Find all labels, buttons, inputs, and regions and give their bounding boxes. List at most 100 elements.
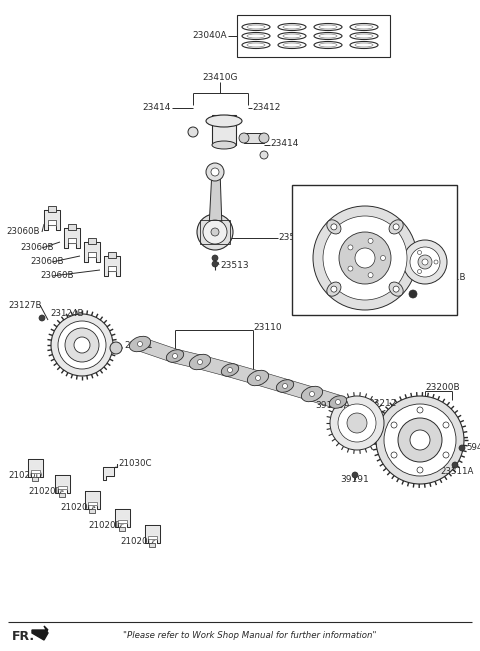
Ellipse shape: [301, 386, 323, 402]
Circle shape: [452, 462, 458, 468]
Ellipse shape: [242, 33, 270, 40]
Text: 21020D: 21020D: [8, 471, 42, 480]
Ellipse shape: [247, 370, 269, 385]
Polygon shape: [48, 220, 56, 225]
Text: 23110: 23110: [253, 322, 282, 331]
Bar: [212, 115, 236, 145]
Circle shape: [58, 321, 106, 369]
Circle shape: [391, 452, 397, 458]
Text: 23124B: 23124B: [50, 309, 84, 318]
Ellipse shape: [389, 282, 403, 296]
Polygon shape: [144, 525, 159, 543]
Circle shape: [228, 368, 232, 372]
Polygon shape: [108, 266, 116, 271]
Ellipse shape: [350, 42, 378, 49]
Text: 23513: 23513: [220, 260, 249, 270]
Bar: [89, 509, 95, 513]
Polygon shape: [84, 491, 99, 509]
Bar: [149, 543, 155, 547]
Text: 21030C: 21030C: [118, 460, 152, 469]
Polygon shape: [55, 475, 70, 493]
Polygon shape: [228, 363, 260, 385]
Circle shape: [348, 266, 353, 271]
Circle shape: [384, 404, 456, 476]
Circle shape: [203, 220, 227, 244]
Bar: [237, 15, 390, 57]
Ellipse shape: [276, 380, 294, 393]
Circle shape: [330, 396, 384, 450]
Circle shape: [376, 396, 464, 484]
Circle shape: [398, 418, 442, 462]
Circle shape: [188, 127, 198, 137]
Text: 59418: 59418: [466, 443, 480, 452]
Circle shape: [239, 133, 249, 143]
Circle shape: [409, 290, 417, 298]
Polygon shape: [103, 464, 117, 480]
Circle shape: [137, 342, 143, 346]
Text: 23060B: 23060B: [6, 227, 39, 236]
Text: 23212: 23212: [368, 400, 396, 408]
Circle shape: [197, 214, 233, 250]
Ellipse shape: [329, 396, 347, 408]
Text: 23060B: 23060B: [20, 243, 53, 253]
Text: 23410G: 23410G: [202, 72, 238, 81]
Ellipse shape: [327, 282, 341, 296]
Polygon shape: [283, 380, 314, 401]
Polygon shape: [31, 470, 39, 473]
Text: 39191: 39191: [340, 475, 369, 484]
Polygon shape: [256, 371, 287, 393]
Ellipse shape: [278, 23, 306, 31]
Text: 23414: 23414: [143, 104, 171, 113]
Polygon shape: [310, 387, 340, 409]
Ellipse shape: [314, 33, 342, 40]
Text: FR.: FR.: [12, 630, 35, 643]
Ellipse shape: [278, 42, 306, 49]
Ellipse shape: [190, 354, 211, 370]
Ellipse shape: [166, 350, 184, 363]
Text: 21020D: 21020D: [88, 521, 122, 529]
Polygon shape: [88, 252, 96, 257]
Polygon shape: [138, 337, 177, 363]
Circle shape: [443, 452, 449, 458]
Circle shape: [410, 247, 440, 277]
Text: 23226B: 23226B: [418, 296, 452, 305]
Polygon shape: [118, 520, 127, 523]
Ellipse shape: [314, 42, 342, 49]
Bar: [59, 493, 65, 497]
Polygon shape: [58, 486, 67, 489]
Text: 23414: 23414: [270, 139, 299, 148]
Circle shape: [434, 260, 438, 264]
Circle shape: [347, 413, 367, 433]
Text: "Please refer to Work Shop Manual for further information": "Please refer to Work Shop Manual for fu…: [123, 631, 377, 641]
Polygon shape: [87, 502, 96, 505]
Polygon shape: [64, 228, 80, 248]
Text: 23040A: 23040A: [192, 31, 227, 40]
Circle shape: [443, 422, 449, 428]
Text: 23060B: 23060B: [40, 271, 73, 281]
Text: 23412: 23412: [252, 104, 280, 113]
Ellipse shape: [278, 33, 306, 40]
Circle shape: [391, 422, 397, 428]
Bar: [244, 133, 264, 143]
Ellipse shape: [350, 33, 378, 40]
Circle shape: [355, 248, 375, 268]
Ellipse shape: [221, 364, 239, 376]
Circle shape: [352, 472, 358, 478]
Circle shape: [211, 168, 219, 176]
Ellipse shape: [212, 141, 236, 149]
Circle shape: [310, 391, 314, 396]
Circle shape: [51, 314, 113, 376]
Text: 39190A: 39190A: [315, 402, 350, 411]
Bar: [88, 238, 96, 244]
Text: 23127B: 23127B: [8, 301, 41, 309]
Circle shape: [331, 224, 337, 230]
Circle shape: [336, 400, 340, 404]
Circle shape: [39, 315, 45, 321]
Text: 21020D: 21020D: [120, 536, 154, 546]
Text: (A/T): (A/T): [297, 192, 320, 202]
Circle shape: [211, 228, 219, 236]
Ellipse shape: [389, 220, 403, 234]
Ellipse shape: [350, 23, 378, 31]
Ellipse shape: [242, 42, 270, 49]
Circle shape: [259, 133, 269, 143]
